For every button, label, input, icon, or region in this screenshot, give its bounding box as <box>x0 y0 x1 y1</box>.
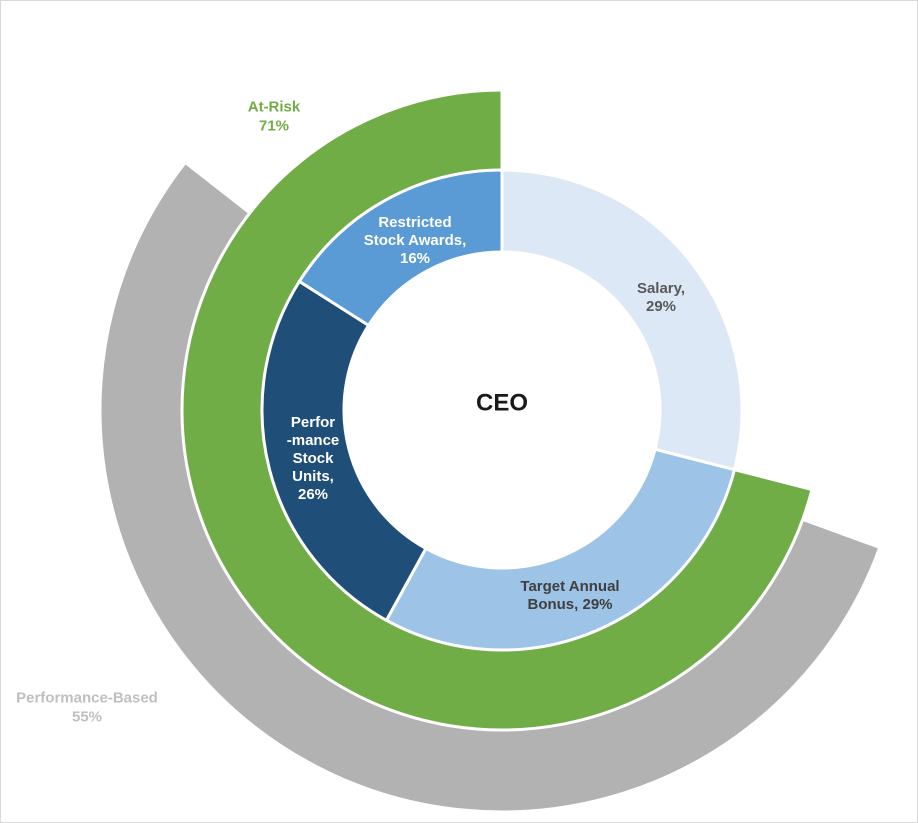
slice-salary <box>500 168 744 472</box>
slice-target-annual-bonus <box>384 447 737 652</box>
slice-performance-stock-units-label: Perfor -mance Stock Units, 26% <box>287 414 340 503</box>
slice-restricted-stock-awards-label: Restricted Stock Awards, 16% <box>364 214 467 267</box>
slice-performance-stock-units <box>260 279 428 623</box>
slice-restricted-stock-awards <box>297 168 504 328</box>
slice-target-annual-bonus-label: Target Annual Bonus, 29% <box>520 578 619 613</box>
at-risk-label: At-Risk 71% <box>248 98 301 134</box>
slice-salary-label: Salary, 29% <box>637 280 685 315</box>
center-label: CEO <box>476 389 528 416</box>
performance-based-label: Performance-Based 55% <box>16 689 158 725</box>
